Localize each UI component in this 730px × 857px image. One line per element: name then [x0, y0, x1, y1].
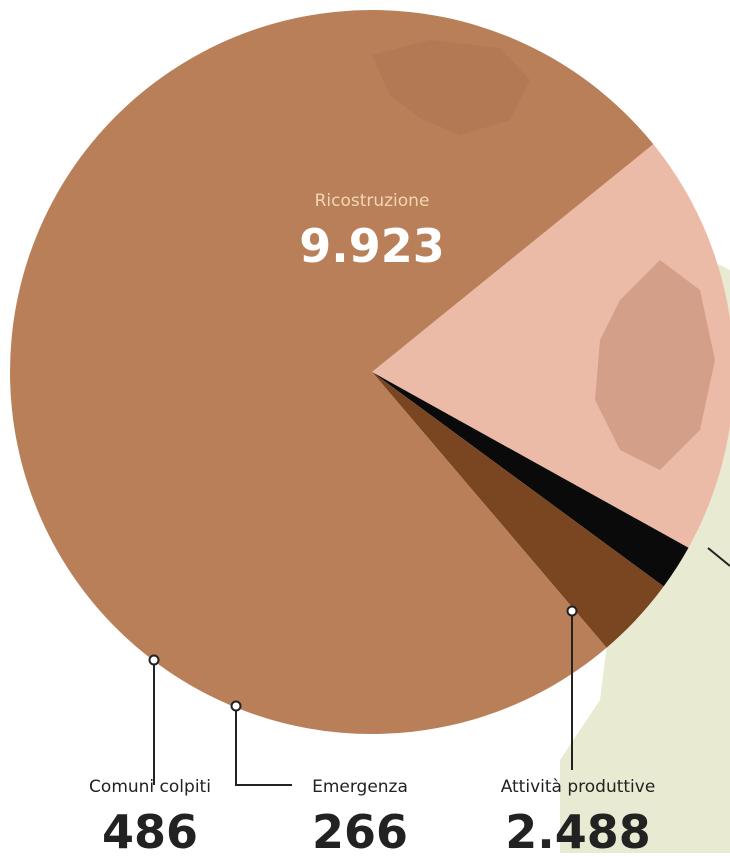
map-border-line — [707, 547, 730, 567]
map-relief-shape — [595, 260, 715, 470]
leader-line-emergenza — [235, 706, 292, 786]
slice-label-comuni-colpiti: Comuni colpiti — [89, 777, 211, 797]
pie-slice-attivita-produttive — [372, 144, 730, 548]
slice-value-attivita-produttive: 2.488 — [505, 805, 651, 853]
slice-label-attivita-produttive: Attività produttive — [501, 777, 656, 797]
slice-value-ricostruzione: 9.923 — [299, 219, 445, 273]
slice-value-emergenza: 266 — [312, 805, 408, 853]
slice-label-emergenza: Emergenza — [312, 777, 408, 797]
pie-slice-emergenza — [372, 372, 689, 587]
map-relief-shape — [372, 40, 530, 135]
leader-dot-attivita-produttive — [566, 605, 578, 617]
leader-dot-comuni-colpiti — [148, 654, 160, 666]
slice-label-ricostruzione: Ricostruzione — [315, 191, 430, 211]
leader-dot-emergenza — [230, 700, 242, 712]
pie-slice-comuni-colpiti — [372, 372, 664, 648]
pie-slice-ricostruzione — [10, 10, 654, 735]
slice-value-comuni-colpiti: 486 — [102, 805, 198, 853]
